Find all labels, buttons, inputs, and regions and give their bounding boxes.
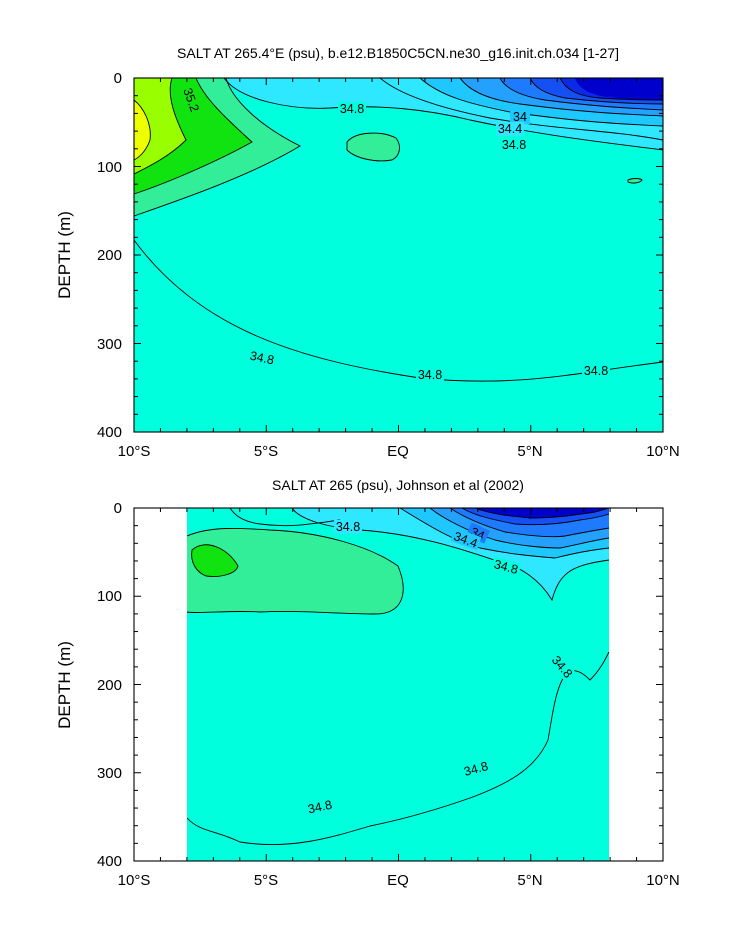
contour-label: 34.8 — [462, 759, 489, 779]
axis-ticks — [133, 77, 664, 433]
contour-label: 34 — [513, 110, 527, 124]
y-tick-labels: 0 100 200 300 400 — [97, 70, 122, 441]
contour-line — [449, 507, 610, 538]
x-tick-label: EQ — [387, 443, 409, 460]
y-tick-label: 100 — [97, 588, 122, 605]
x-tick-labels: 10°S 5°S EQ 5°N 10°N — [118, 872, 680, 889]
contour-labels: 35.2 34.8 34 34.4 34.8 34.8 34.8 34.8 — [179, 86, 610, 382]
contour-label: 34.8 — [492, 557, 519, 577]
contour-line — [191, 544, 239, 577]
x-tick-label: 10°S — [118, 872, 151, 889]
y-tick-label: 300 — [97, 336, 122, 353]
contour-line — [474, 507, 610, 519]
contour-line — [133, 77, 187, 175]
contour-line — [379, 77, 664, 141]
contour-label: 34.8 — [502, 138, 526, 152]
y-tick-labels: 0 100 200 300 400 — [97, 500, 122, 870]
contour-line — [627, 178, 643, 184]
y-tick-label: 300 — [97, 765, 122, 782]
contour-label: 34.8 — [249, 349, 276, 368]
contour-label: 34.8 — [418, 368, 442, 382]
contour-line — [133, 77, 301, 217]
contour-line — [529, 77, 664, 105]
y-tick-label: 100 — [97, 159, 122, 176]
fill-deep-34.8 — [134, 240, 663, 432]
y-tick-label: 0 — [114, 70, 122, 87]
contour-line — [133, 99, 151, 161]
salinity-fill-regions — [187, 508, 609, 861]
y-axis-label: DEPTH (m) — [55, 211, 74, 299]
contour-label: 34.8 — [336, 520, 360, 534]
chart-title: SALT AT 265.4°E (psu), b.e12.B1850C5CN.n… — [177, 45, 619, 61]
x-tick-label: 5°N — [517, 443, 542, 460]
x-tick-label: 10°S — [118, 443, 151, 460]
fill-patch-34.8 — [347, 133, 400, 161]
contour-line — [229, 507, 341, 527]
x-tick-labels: 10°S 5°S EQ 5°N 10°N — [118, 443, 680, 460]
x-tick-label: 10°N — [646, 872, 680, 889]
fill-35.2-35.4 — [134, 78, 186, 174]
contour-line — [459, 77, 664, 117]
y-tick-label: 400 — [97, 424, 122, 441]
contour-line — [399, 507, 610, 559]
y-tick-label: 400 — [97, 853, 122, 870]
contour-line — [559, 77, 664, 101]
contour-line — [461, 507, 610, 526]
panel-model: SALT AT 265.4°E (psu), b.e12.B1850C5CN.n… — [55, 45, 680, 460]
x-tick-label: 5°S — [254, 443, 278, 460]
contour-line — [186, 651, 610, 846]
x-tick-label: EQ — [387, 872, 409, 889]
contour-label: 34.4 — [498, 122, 522, 136]
x-tick-label: 5°S — [254, 872, 278, 889]
y-axis-label: DEPTH (m) — [55, 641, 74, 729]
contour-line — [223, 77, 664, 151]
x-tick-label: 10°N — [646, 443, 680, 460]
fill-deep — [187, 652, 609, 861]
contour-label: 34.8 — [340, 102, 364, 116]
chart-title: SALT AT 265 (psu), Johnson et al (2002) — [272, 477, 524, 493]
x-tick-label: 5°N — [517, 872, 542, 889]
y-tick-label: 200 — [97, 677, 122, 694]
contour-label: 34.8 — [307, 798, 334, 817]
contour-line — [186, 527, 404, 615]
contour-label: 34.8 — [584, 364, 608, 378]
contour-line — [429, 507, 610, 549]
y-tick-label: 200 — [97, 247, 122, 264]
y-tick-label: 0 — [114, 500, 122, 517]
panel-observations: SALT AT 265 (psu), Johnson et al (2002) — [55, 477, 680, 889]
salinity-fill-regions — [134, 78, 663, 432]
fill-lt-33.4 — [575, 78, 663, 100]
contour-line — [133, 77, 253, 195]
contour-labels: 34.8 34 34.4 34.8 34.8 34.8 34.8 — [304, 520, 577, 817]
fill-34.8-35.0 — [187, 528, 404, 614]
contour-line — [499, 77, 664, 111]
fill-gt-35.4 — [134, 100, 151, 160]
axis-ticks — [133, 507, 664, 862]
contour-line — [346, 132, 400, 162]
